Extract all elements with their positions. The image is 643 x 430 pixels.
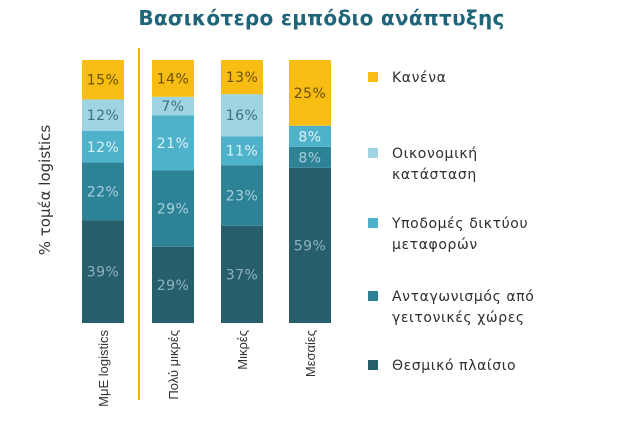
legend-swatch	[368, 72, 378, 82]
bar-segment	[152, 246, 194, 323]
data-label: 23%	[226, 188, 259, 204]
data-label: 25%	[294, 86, 327, 102]
bar-segment	[82, 60, 124, 100]
bar-segment	[152, 60, 194, 97]
bar-segment	[221, 136, 263, 166]
bars-group	[82, 60, 331, 323]
data-label: 7%	[161, 99, 184, 115]
bar-segment	[152, 170, 194, 247]
legend-label: Οικονομική κατάσταση	[392, 146, 478, 183]
chart-title: Βασικότερο εμπόδιο ανάπτυξης	[138, 6, 505, 30]
bar-segment	[289, 167, 331, 323]
x-tick-label: Μικρές	[235, 330, 250, 370]
legend-swatch	[368, 291, 378, 301]
legend-label: Κανένα	[392, 70, 447, 86]
legend-swatch	[368, 218, 378, 228]
legend-item: Κανένα	[368, 68, 446, 89]
bar-segment	[82, 131, 124, 163]
data-label: 29%	[157, 278, 190, 294]
bar-segment	[221, 225, 263, 323]
x-tick-label: Πολύ μικρές	[166, 330, 181, 400]
bar-segment	[221, 165, 263, 226]
data-label: 14%	[157, 71, 190, 87]
data-label: 16%	[226, 108, 259, 124]
data-label: 12%	[87, 140, 120, 156]
data-label: 37%	[226, 267, 259, 283]
data-label: 11%	[226, 144, 259, 160]
legend-swatch	[368, 360, 378, 370]
legend-swatch	[368, 148, 378, 158]
bar-segment	[221, 60, 263, 95]
bar-segment	[152, 96, 194, 116]
legend-label: Θεσμικό πλαίσιο	[392, 358, 517, 374]
data-label: 29%	[157, 202, 190, 218]
data-label: 13%	[226, 70, 259, 86]
legend-label: Ανταγωνισμός από γειτονικές χώρες	[392, 289, 535, 326]
data-label: 39%	[87, 265, 120, 281]
legend-item: Οικονομική κατάσταση	[368, 144, 478, 186]
bar-segment	[82, 99, 124, 132]
y-axis-label: % τομέα logistics	[36, 125, 54, 256]
bar-segment	[221, 94, 263, 137]
data-label: 12%	[87, 108, 120, 124]
data-label: 8%	[298, 150, 321, 166]
data-label: 22%	[87, 185, 120, 201]
x-tick-label: Μεσαίες	[303, 330, 318, 377]
data-labels-group: 39% 22% 12% 12% 15% 29% 29% 21% 7% 14% 37% 23% 11% 16…	[87, 70, 327, 294]
bar-segment	[82, 220, 124, 323]
data-label: 21%	[157, 136, 190, 152]
bar-segment	[152, 115, 194, 171]
x-tick-labels-group: ΜμΕ logistics Πολύ μικρές Μικρές Μεσαίες	[96, 330, 318, 407]
x-tick-label: ΜμΕ logistics	[96, 330, 111, 407]
bar-segment	[82, 162, 124, 221]
data-label: 59%	[294, 238, 327, 254]
legend-item: Υποδομές δικτύου μεταφορών	[368, 214, 528, 256]
data-label: 8%	[298, 129, 321, 145]
legend-label: Υποδομές δικτύου μεταφορών	[392, 216, 529, 253]
legend-item: Θεσμικό πλαίσιο	[368, 356, 516, 377]
bar-segment	[289, 60, 331, 126]
legend-item: Ανταγωνισμός από γειτονικές χώρες	[368, 287, 534, 329]
bar-segment	[289, 146, 331, 168]
data-label: 15%	[87, 73, 120, 89]
bar-segment	[289, 125, 331, 147]
